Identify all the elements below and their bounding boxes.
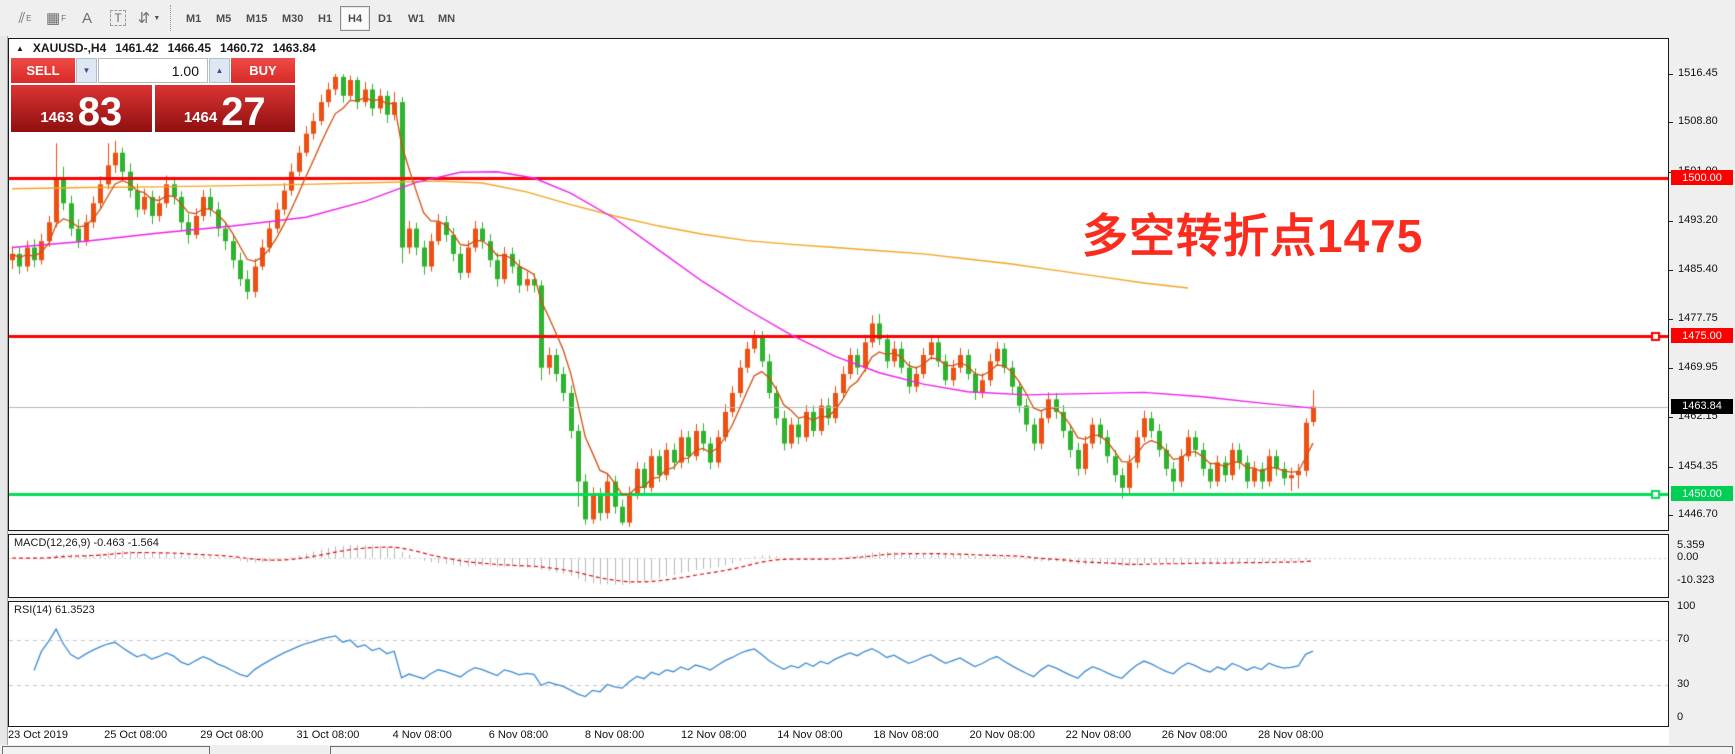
price-level-chip-1450.00: 1450.00 (1671, 486, 1733, 502)
rsi-axis-label: 0 (1677, 711, 1684, 723)
volume-decrease-button[interactable]: ▼ (76, 58, 97, 83)
grid-tool-icon[interactable]: ▦ F (45, 10, 67, 27)
toolbar: ⫽ E ▦ F A T ⇵ ▼ M1 M5 M15 M30 H1 H4 D1 W1 MN (0, 0, 1735, 36)
timeframe-M15[interactable]: M15 (246, 12, 268, 25)
dropdown-caret-icon: ▼ (153, 14, 161, 22)
price-axis-tick: 1516.45 (1678, 67, 1718, 79)
price-axis-tick: 1469.95 (1678, 361, 1718, 373)
bottom-window-strip (0, 745, 1735, 754)
date-axis-label: 12 Nov 08:00 (681, 729, 747, 741)
price-axis-tick: 1446.70 (1678, 508, 1718, 520)
macd-panel (8, 534, 1669, 598)
volume-input[interactable] (98, 58, 208, 83)
one-click-trading-widget: SELL ▼ ▲ BUY 1463 83 1464 27 (10, 57, 296, 133)
sell-button[interactable]: SELL (11, 58, 75, 83)
timeframe-M1[interactable]: M1 (186, 12, 202, 25)
price-level-chip-1475.00: 1475.00 (1671, 328, 1733, 344)
date-axis-label: 8 Nov 08:00 (584, 729, 645, 741)
quote-low: 1460.72 (220, 41, 264, 55)
timeframe-W1[interactable]: W1 (408, 12, 425, 25)
sell-price-main: 1463 (40, 109, 74, 126)
date-axis-label: 26 Nov 08:00 (1161, 729, 1228, 741)
date-axis-label: 14 Nov 08:00 (777, 729, 843, 741)
date-axis[interactable]: 23 Oct 2019 25 Oct 08:00 29 Oct 08:00 31 Oc… (8, 727, 1669, 745)
minimized-window-stub[interactable] (2, 746, 210, 754)
chart-symbol-header: ▲ XAUUSD-,H4 1461.42 1466.45 1460.72 146… (16, 41, 316, 55)
up-arrow-icon: ▲ (215, 66, 224, 75)
arrows-tool-icon[interactable]: ⇵ ▼ (136, 5, 162, 31)
date-axis-label: 22 Nov 08:00 (1065, 729, 1132, 741)
date-axis-label: 18 Nov 08:00 (873, 729, 939, 741)
price-axis-tick: 1477.75 (1678, 311, 1718, 324)
buy-price-big: 27 (221, 90, 266, 134)
chart-text-annotation[interactable]: 多空转折点1475 (1082, 210, 1424, 262)
minimized-window-stub[interactable] (330, 746, 1733, 754)
rsi-panel (8, 601, 1669, 727)
crosshair-tool-glyph: ⫽ (18, 9, 26, 27)
symbol-title: XAUUSD-,H4 (32, 41, 107, 55)
price-axis-tick: 1485.40 (1678, 263, 1718, 276)
quote-high: 1466.45 (167, 41, 212, 55)
toolbar-separator (170, 5, 171, 31)
macd-axis-label: -10.323 (1677, 573, 1715, 586)
rsi-indicator-label: RSI(14) 61.3523 (14, 604, 95, 616)
price-axis-tick-mark (1669, 270, 1673, 272)
price-axis-tick-mark (1669, 122, 1673, 124)
macd-canvas[interactable] (9, 535, 1668, 597)
price-axis-tick: 1508.80 (1678, 115, 1718, 128)
price-level-chip-1463.84: 1463.84 (1671, 398, 1733, 414)
buy-price-display[interactable]: 1464 27 (154, 85, 295, 134)
buy-button[interactable]: BUY (231, 58, 295, 83)
date-axis-label: 29 Oct 08:00 (200, 729, 264, 741)
timeframe-H4[interactable]: H4 (340, 6, 371, 31)
rsi-canvas[interactable] (9, 602, 1668, 726)
macd-axis-label: 5.359 (1677, 539, 1705, 552)
price-axis-tick-mark (1669, 368, 1673, 369)
grid-tool-glyph: ▦ (45, 10, 61, 27)
date-axis-label: 6 Nov 08:00 (488, 729, 549, 741)
date-axis-label: 25 Oct 08:00 (104, 729, 168, 741)
quote-open: 1461.42 (115, 41, 159, 55)
rsi-axis-label: 30 (1677, 677, 1690, 690)
price-axis-tick: 1493.20 (1678, 214, 1718, 226)
timeframe-D1[interactable]: D1 (378, 12, 393, 25)
crosshair-tool-icon[interactable]: ⫽ E (18, 9, 32, 27)
price-axis-tick-mark (1669, 466, 1673, 468)
price-axis-tick-mark (1669, 221, 1673, 222)
text-box-tool-icon[interactable]: T (105, 5, 131, 31)
rsi-axis-label: 70 (1677, 633, 1690, 646)
price-axis-tick-mark (1669, 515, 1673, 516)
text-label-tool-glyph: A (81, 9, 92, 27)
sell-price-display[interactable]: 1463 83 (11, 85, 152, 132)
text-label-tool-icon[interactable]: A (74, 5, 100, 31)
date-axis-label: 4 Nov 08:00 (392, 729, 452, 741)
price-axis-tick-mark (1669, 74, 1673, 75)
window-left-border (0, 36, 8, 754)
price-level-chip-1500.00: 1500.00 (1671, 170, 1733, 185)
date-axis-label: 20 Nov 08:00 (969, 729, 1035, 741)
timeframe-M30[interactable]: M30 (282, 12, 304, 25)
arrows-tool-glyph: ⇵ (137, 10, 151, 27)
volume-increase-button[interactable]: ▲ (209, 58, 230, 83)
quote-close: 1463.84 (272, 41, 316, 55)
collapse-triangle-icon[interactable]: ▲ (16, 43, 24, 53)
timeframe-H1[interactable]: H1 (318, 12, 333, 25)
text-box-tool-glyph: T (110, 10, 126, 26)
date-axis-label: 31 Oct 08:00 (296, 729, 360, 741)
buy-price-main: 1464 (183, 109, 218, 126)
rsi-axis-label: 100 (1677, 600, 1696, 612)
price-axis-tick: 1454.35 (1678, 459, 1718, 472)
down-arrow-icon: ▼ (82, 66, 91, 75)
macd-axis-label: 0.00 (1677, 551, 1699, 563)
date-axis-label: 28 Nov 08:00 (1257, 729, 1324, 741)
price-axis-tick-mark (1669, 318, 1673, 320)
macd-indicator-label: MACD(12,26,9) -0.463 -1.564 (14, 537, 159, 549)
price-axis-tick-mark (1669, 417, 1673, 419)
sell-price-big: 83 (77, 90, 123, 134)
date-axis-label: 23 Oct 2019 (8, 729, 68, 741)
timeframe-M5[interactable]: M5 (216, 12, 232, 25)
timeframe-MN[interactable]: MN (438, 12, 456, 25)
